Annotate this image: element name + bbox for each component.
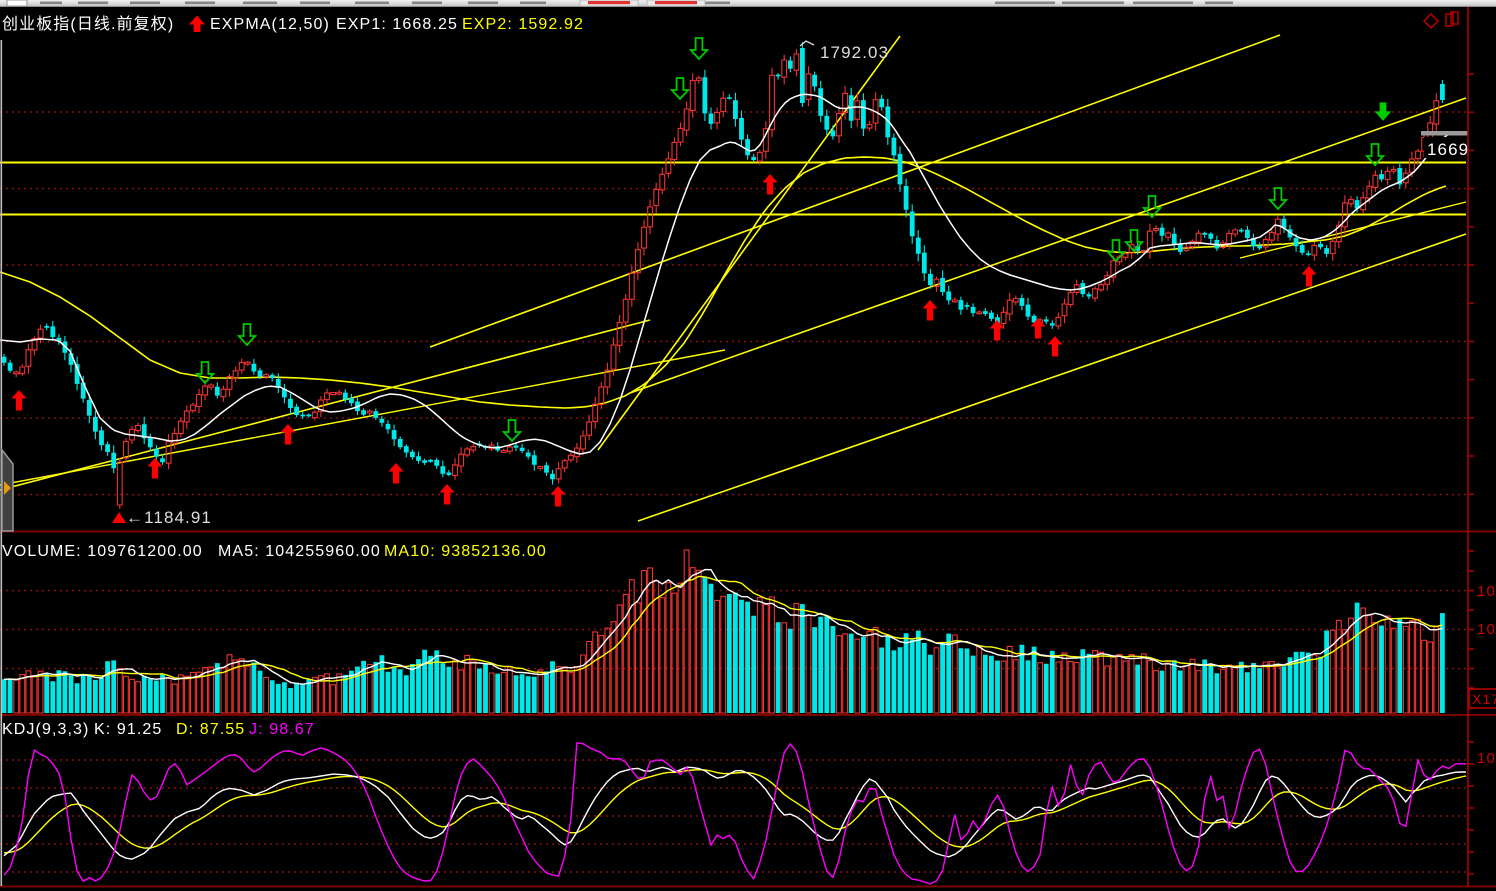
svg-text:D: 87.55: D: 87.55 [176,721,245,738]
svg-text:100: 100 [1477,621,1496,638]
svg-text:EXP1: 1668.25: EXP1: 1668.25 [336,16,458,33]
svg-text:创业板指(日线.前复权): 创业板指(日线.前复权) [2,15,174,33]
svg-text:X17: X17 [1472,691,1496,707]
svg-text:EXPMA(12,50): EXPMA(12,50) [210,16,330,33]
svg-text:100: 100 [1477,583,1496,600]
svg-text:J: 98.67: J: 98.67 [249,721,315,738]
svg-text:VOLUME: 109761200.00: VOLUME: 109761200.00 [2,543,203,560]
svg-text:KDJ(9,3,3): KDJ(9,3,3) [2,721,89,738]
svg-text:EXP2: 1592.92: EXP2: 1592.92 [462,16,584,33]
svg-text:K: 91.25: K: 91.25 [94,721,162,738]
svg-text:1669: 1669 [1427,140,1469,159]
svg-text:←1184.91: ←1184.91 [126,508,212,527]
svg-text:1792.03: 1792.03 [820,43,889,62]
svg-text:MA10: 93852136.00: MA10: 93852136.00 [384,543,547,560]
svg-text:MA5: 104255960.00: MA5: 104255960.00 [218,543,381,560]
svg-text:100: 100 [1477,750,1496,767]
